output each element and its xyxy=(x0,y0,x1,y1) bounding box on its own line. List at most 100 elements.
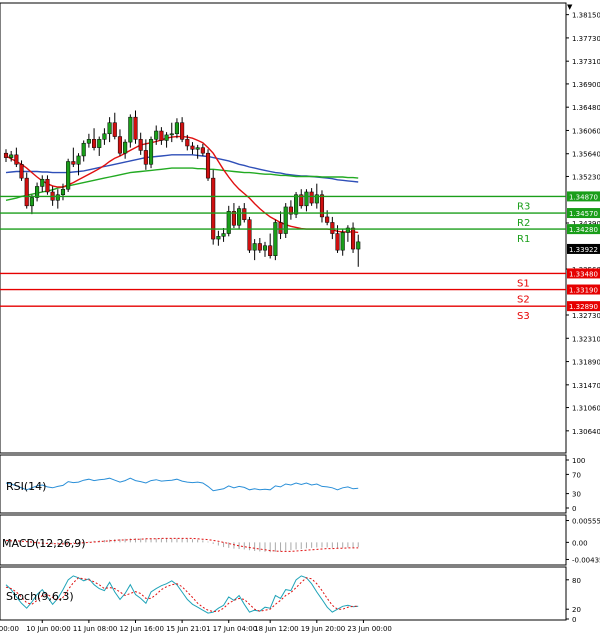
candle xyxy=(262,241,268,257)
stoch-tick-label: 80 xyxy=(572,577,581,585)
level-tag-bg xyxy=(567,284,600,295)
candle-body-bear xyxy=(351,227,356,250)
rsi-panel: RSI(14) xyxy=(0,454,567,514)
candle xyxy=(9,150,14,162)
candle xyxy=(66,158,71,192)
candle xyxy=(319,190,325,223)
candle xyxy=(195,144,200,159)
candle-body-bear xyxy=(247,219,252,251)
candle xyxy=(226,205,231,237)
candle xyxy=(40,175,45,192)
candle xyxy=(351,222,356,253)
macd-tick-label: 0.005556 xyxy=(572,518,600,526)
price-tick-label: 1.30640 xyxy=(572,428,600,436)
candle-body-bull xyxy=(81,142,86,157)
rsi-panel-frame xyxy=(0,454,567,514)
level-tag-label: 1.34570 xyxy=(569,210,598,218)
price-tick-label: 1.35230 xyxy=(572,173,600,181)
candle-body-bear xyxy=(211,177,216,240)
price-tick-label: 1.36480 xyxy=(572,104,600,112)
candle-body-bear xyxy=(205,152,211,179)
candle-body-bear xyxy=(185,139,190,147)
price-tick-label: 1.36900 xyxy=(572,81,600,89)
candle-body-bull xyxy=(237,208,242,226)
candle xyxy=(273,219,278,261)
candle xyxy=(221,228,226,242)
time-label: 12 Jun 16:00 xyxy=(120,625,164,633)
time-label: 18 Jun 12:00 xyxy=(254,625,298,633)
rsi-tick-label: 70 xyxy=(572,471,581,479)
candle-body-bear xyxy=(278,222,283,234)
candle xyxy=(143,139,148,170)
candle xyxy=(190,142,195,155)
candle xyxy=(169,122,174,143)
candle xyxy=(180,117,185,143)
candle-body-bull xyxy=(164,134,169,141)
candle xyxy=(335,225,340,253)
candle xyxy=(81,140,86,162)
candle-body-bull xyxy=(35,186,40,198)
level-name-s1: S1 xyxy=(517,278,530,289)
ma-blue-line xyxy=(5,154,359,183)
price-tick-label: 1.36060 xyxy=(572,127,600,135)
time-label: 17 Jun 04:00 xyxy=(213,625,257,633)
candle xyxy=(356,234,361,267)
candle-body-bear xyxy=(325,216,330,223)
level-tag-label: 1.33190 xyxy=(569,287,598,295)
level-name-s2: S2 xyxy=(517,295,530,306)
candle xyxy=(174,118,179,139)
candle xyxy=(257,237,262,253)
candle xyxy=(345,225,350,242)
candle-body-bull xyxy=(97,139,102,148)
candle-body-bear xyxy=(159,130,164,141)
stoch-k-line xyxy=(5,575,359,614)
candle-body-bull xyxy=(174,122,179,135)
candle-body-bull xyxy=(123,141,128,154)
candle xyxy=(55,189,60,209)
candle-body-bull xyxy=(148,139,154,165)
candle xyxy=(24,172,29,209)
candle xyxy=(35,182,40,202)
rsi-label: RSI(14) xyxy=(6,480,46,493)
candle-body-bull xyxy=(102,133,107,140)
rsi-tick-label: 100 xyxy=(572,457,585,465)
candle-body-bull xyxy=(107,122,112,135)
candle-body-bull xyxy=(76,155,81,165)
macd-panel-frame xyxy=(0,514,567,566)
candle xyxy=(148,136,154,169)
candle xyxy=(138,132,143,155)
candle xyxy=(330,216,335,240)
candle-body-bear xyxy=(299,194,304,207)
level-tag-label: 1.33480 xyxy=(569,270,598,278)
candle-body-bull xyxy=(9,154,14,158)
candle-body-bull xyxy=(314,194,319,204)
candle xyxy=(211,169,216,245)
time-label: 10 Jun 00:00 xyxy=(0,625,19,633)
level-tag-bg xyxy=(567,268,600,279)
price-tick-label: 1.31890 xyxy=(572,359,600,367)
candle xyxy=(268,233,273,259)
candle-body-bull xyxy=(356,241,361,250)
candle xyxy=(185,134,190,151)
candle xyxy=(133,110,138,144)
candle xyxy=(76,153,81,176)
candle-body-bear xyxy=(335,233,340,251)
macd-tick-label: -0.004355 xyxy=(572,556,600,564)
candle xyxy=(19,160,24,181)
time-label: 15 Jun 21:01 xyxy=(166,625,210,633)
candle-body-bear xyxy=(45,178,50,193)
candle-body-bull xyxy=(128,116,133,143)
level-name-r2: R2 xyxy=(517,218,530,229)
price-tick-label: 1.31060 xyxy=(572,405,600,413)
price-tick-label: 1.32310 xyxy=(572,335,600,343)
candle-body-bull xyxy=(60,188,66,195)
candle-body-bear xyxy=(180,122,185,140)
macd-tick-label: 0.00 xyxy=(572,539,588,547)
candle-body-bull xyxy=(66,161,71,190)
level-name-r1: R1 xyxy=(517,234,530,245)
current-price-label: 1.33922 xyxy=(569,246,598,254)
level-name-r3: R3 xyxy=(517,201,530,212)
candle-body-bull xyxy=(294,194,299,215)
price-tick-label: 1.32730 xyxy=(572,312,600,320)
current-price-tag xyxy=(567,243,600,254)
